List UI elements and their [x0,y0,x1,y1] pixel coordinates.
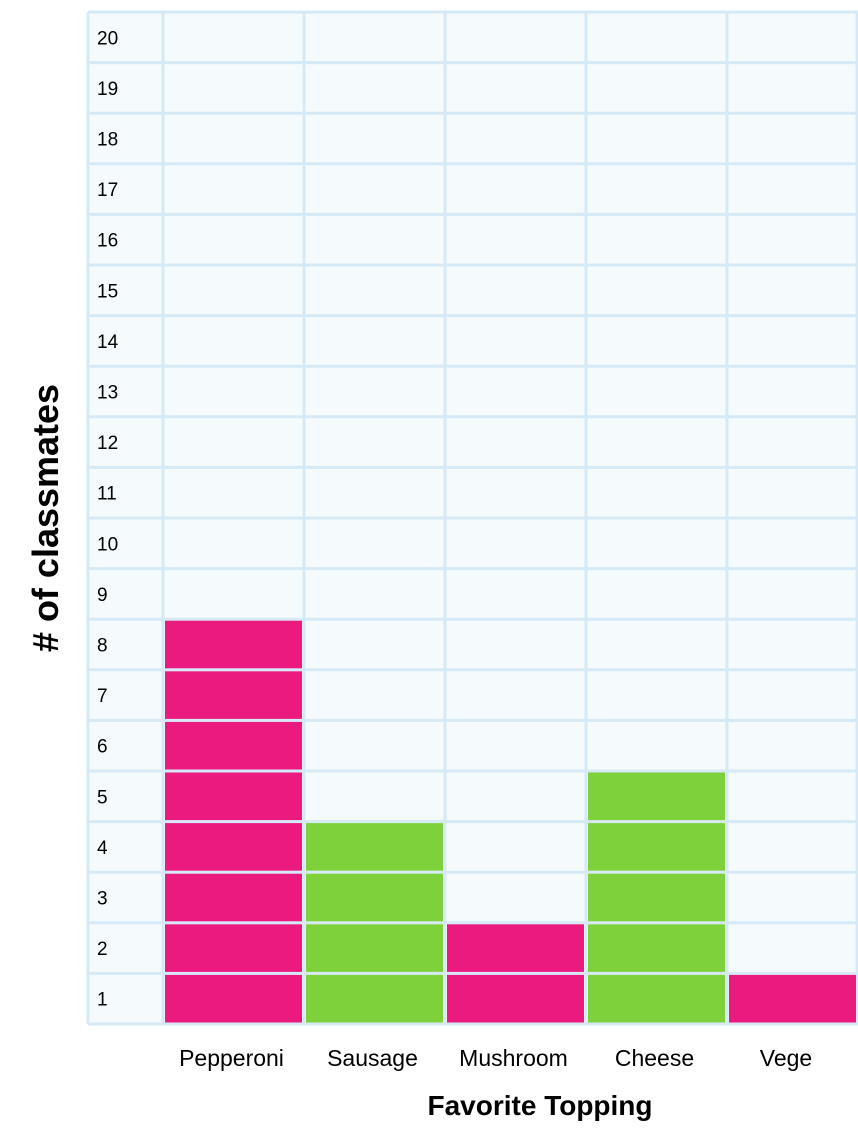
y-tick-label: 17 [97,180,118,201]
y-tick-label: 12 [97,433,118,454]
x-tick-label: Sausage [327,1045,418,1071]
bar-cell [447,974,584,1023]
bars [165,620,856,1023]
y-tick-label: 14 [97,332,119,353]
x-axis-label: Favorite Topping [427,1090,652,1121]
y-tick-label: 6 [97,737,108,758]
x-tick-labels: Pepperoni Sausage Mushroom Cheese Vege [179,1045,812,1071]
y-tick-label: 20 [97,28,118,49]
bar-cell [165,721,302,770]
y-tick-label: 16 [97,231,118,252]
y-tick-label: 4 [97,838,108,859]
bar-vege [729,974,856,1023]
y-tick-label: 19 [97,79,118,100]
grid [86,10,858,1026]
x-tick-label: Vege [760,1045,812,1071]
bar-cell [588,873,725,922]
bar-pepperoni [165,620,302,1023]
bar-cheese [588,772,725,1023]
bar-cell [165,924,302,972]
bar-cell [165,974,302,1023]
x-tick-label: Mushroom [459,1045,568,1071]
bar-cell [306,924,443,972]
y-axis-label: # of classmates [25,384,66,652]
y-tick-label: 8 [97,636,108,657]
bar-cell [729,974,856,1023]
y-tick-label: 9 [97,585,108,606]
y-tick-label: 5 [97,787,108,808]
bar-cell [165,620,302,669]
bar-cell [588,974,725,1023]
y-tick-label: 10 [97,534,118,555]
y-tick-label: 13 [97,383,118,404]
y-tick-label: 18 [97,130,118,151]
bar-cell [306,823,443,871]
y-tick-label: 7 [97,686,108,707]
bar-cell [588,924,725,972]
y-tick-label: 11 [97,484,117,505]
bar-cell [447,924,584,972]
bar-sausage [306,823,443,1023]
bar-cell [165,671,302,719]
bar-cell [588,823,725,871]
y-tick-label: 3 [97,889,108,910]
bar-cell [165,772,302,821]
y-tick-label: 2 [97,939,108,960]
bar-cell [165,823,302,871]
y-tick-label: 1 [97,990,108,1011]
bar-cell [165,873,302,922]
bar-cell [306,873,443,922]
x-tick-label: Cheese [615,1045,694,1071]
y-tick-label: 15 [97,281,118,302]
bar-mushroom [447,924,584,1023]
x-tick-label: Pepperoni [179,1045,284,1071]
bar-cell [588,772,725,821]
bar-cell [306,974,443,1023]
